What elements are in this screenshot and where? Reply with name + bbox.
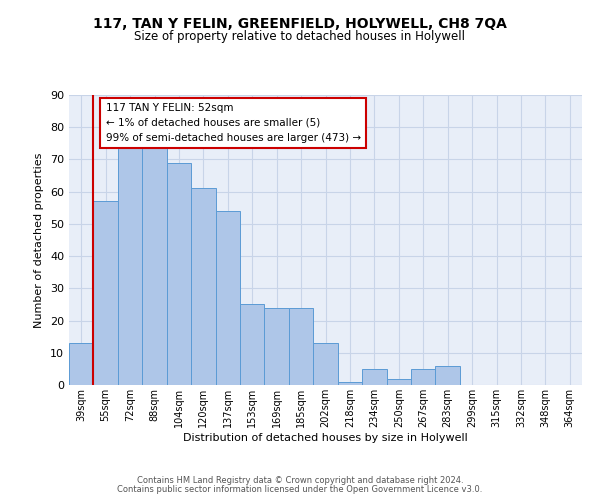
Bar [411,369,436,385]
Bar [167,162,191,385]
Bar [338,382,362,385]
X-axis label: Distribution of detached houses by size in Holywell: Distribution of detached houses by size … [183,432,468,442]
Bar [289,308,313,385]
Y-axis label: Number of detached properties: Number of detached properties [34,152,44,328]
Text: 117 TAN Y FELIN: 52sqm
← 1% of detached houses are smaller (5)
99% of semi-detac: 117 TAN Y FELIN: 52sqm ← 1% of detached … [106,103,361,142]
Bar [118,146,142,385]
Text: Contains public sector information licensed under the Open Government Licence v3: Contains public sector information licen… [118,485,482,494]
Text: Size of property relative to detached houses in Holywell: Size of property relative to detached ho… [134,30,466,43]
Bar [191,188,215,385]
Bar [94,202,118,385]
Bar [240,304,265,385]
Text: Contains HM Land Registry data © Crown copyright and database right 2024.: Contains HM Land Registry data © Crown c… [137,476,463,485]
Bar [313,343,338,385]
Bar [386,378,411,385]
Bar [265,308,289,385]
Bar [362,369,386,385]
Bar [436,366,460,385]
Text: 117, TAN Y FELIN, GREENFIELD, HOLYWELL, CH8 7QA: 117, TAN Y FELIN, GREENFIELD, HOLYWELL, … [93,18,507,32]
Bar [69,343,94,385]
Bar [142,146,167,385]
Bar [215,211,240,385]
